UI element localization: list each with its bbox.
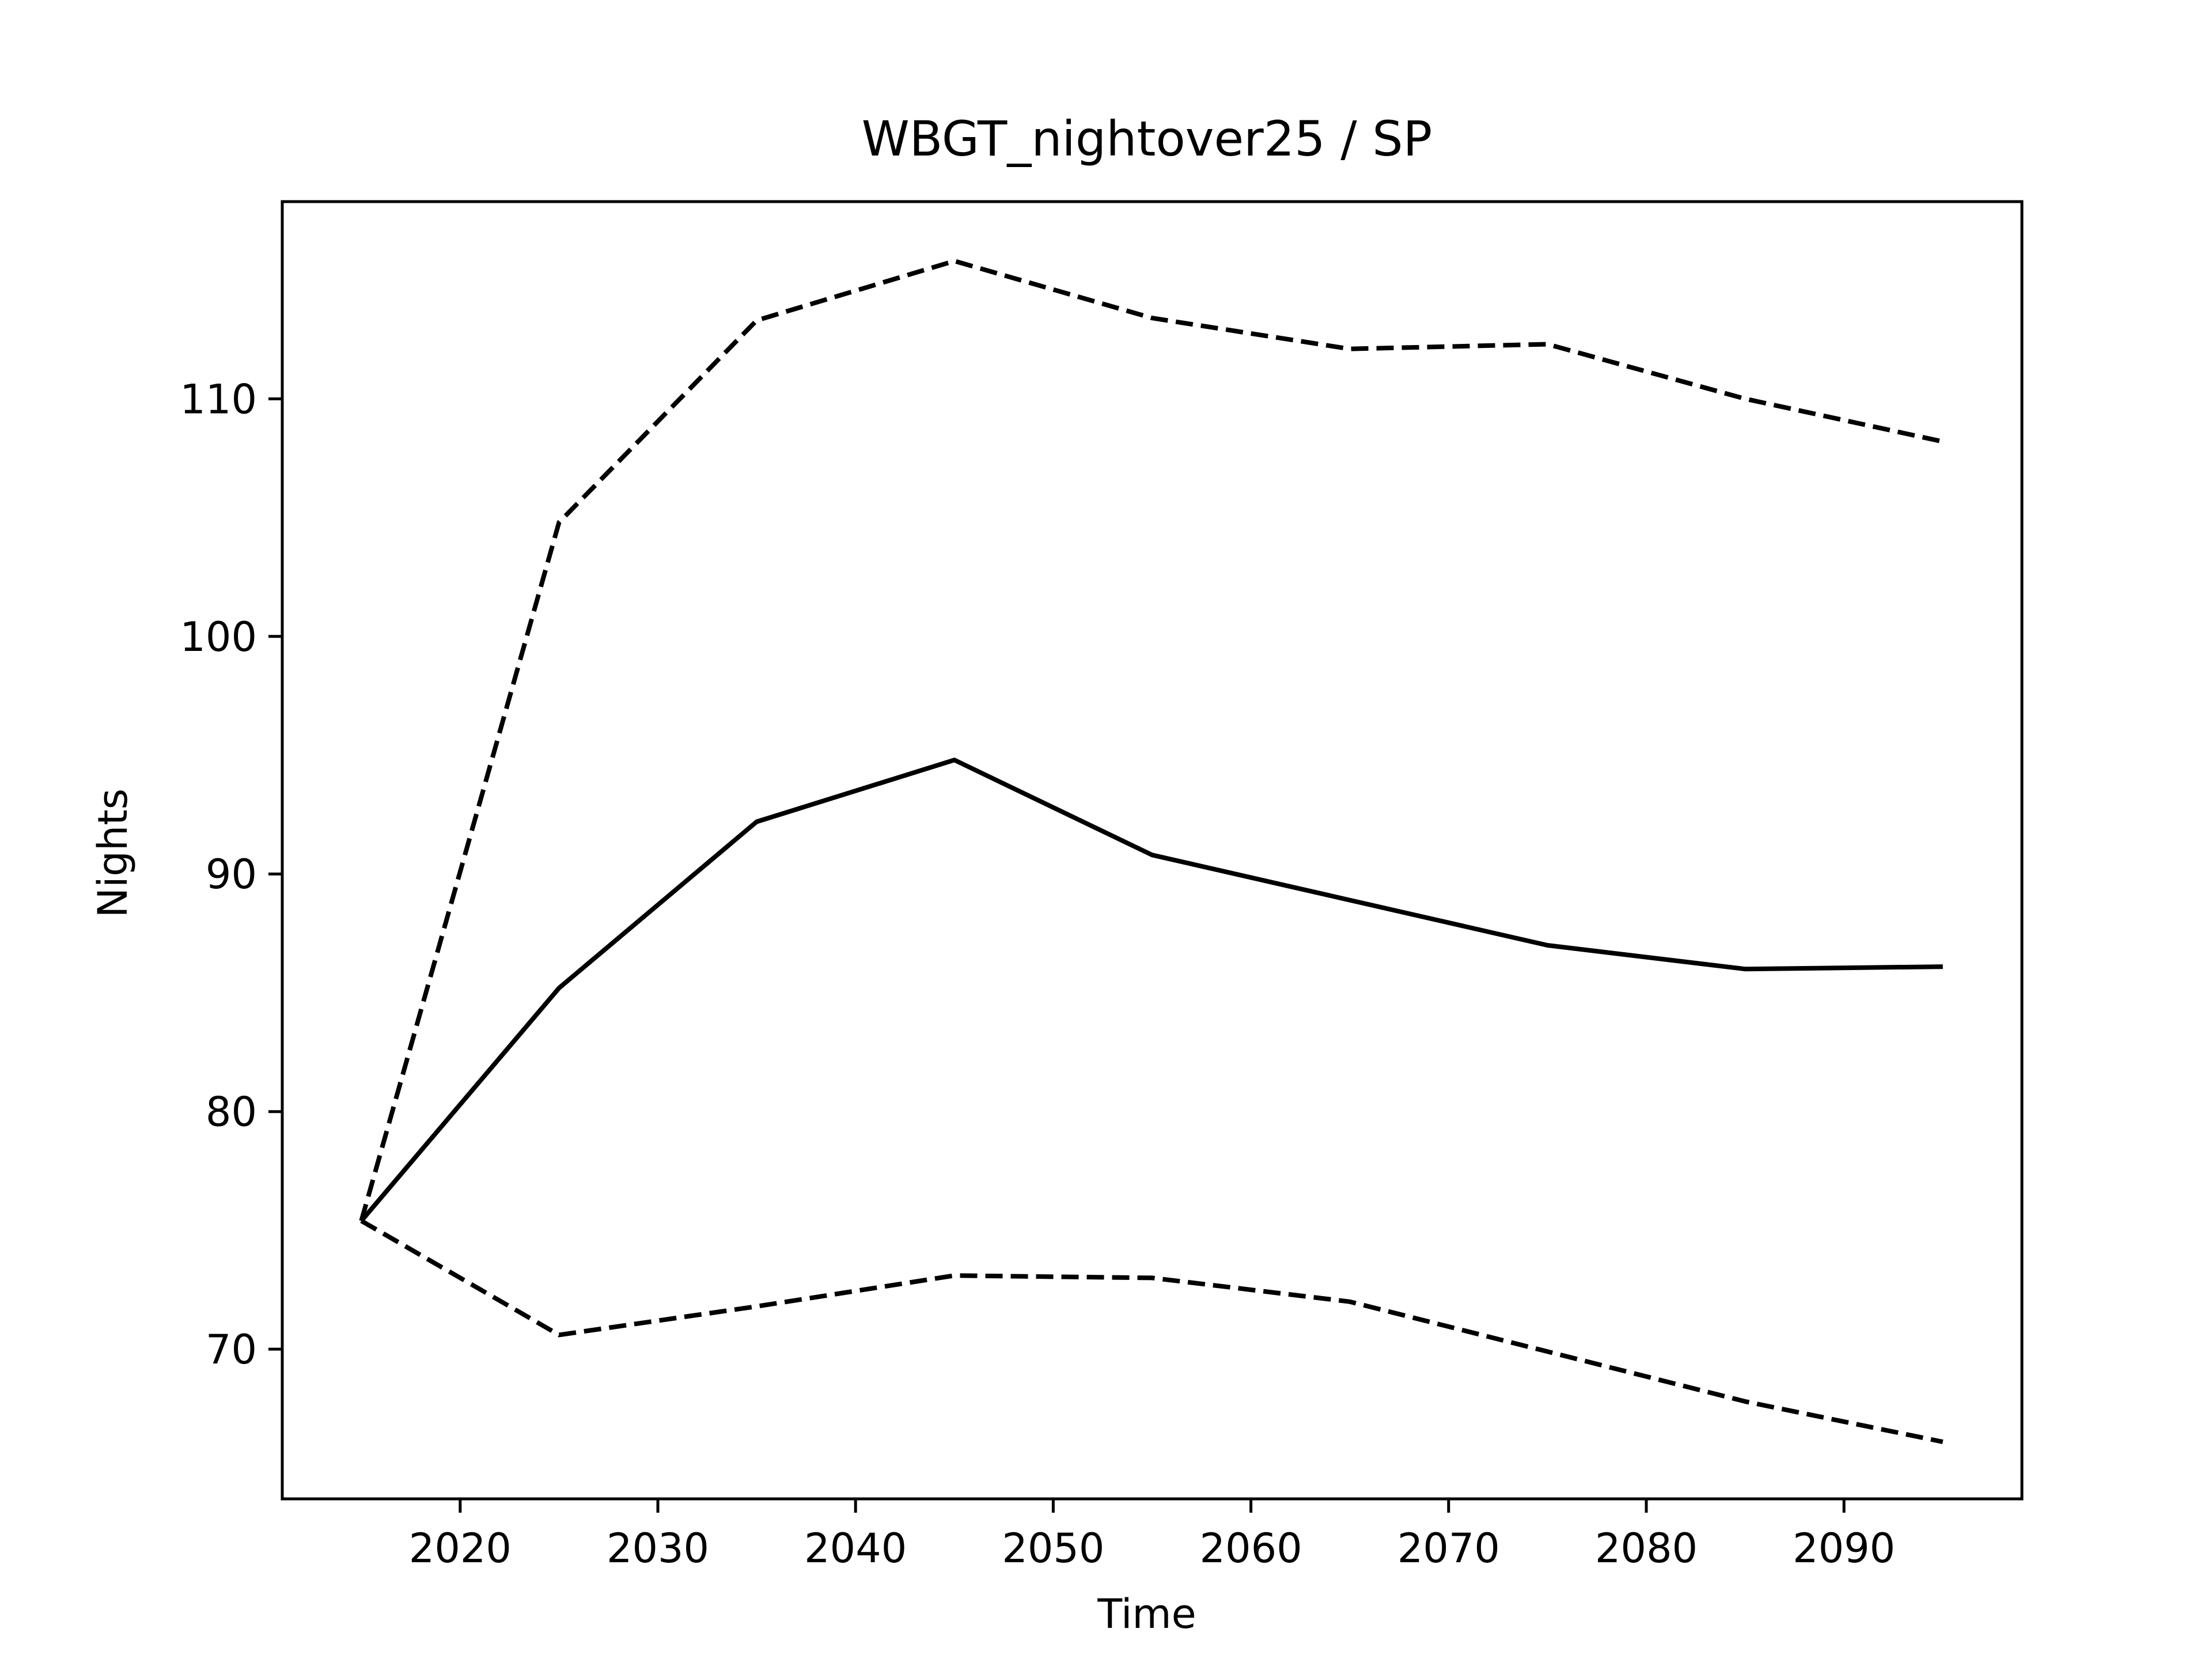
y-tick-label: 100 bbox=[180, 613, 257, 661]
series-line-0-solid bbox=[359, 757, 1943, 1222]
x-tick-label: 2070 bbox=[1397, 1525, 1500, 1572]
y-tick-label: 80 bbox=[206, 1089, 257, 1136]
chart-title: WBGT_nightover25 / SP bbox=[862, 111, 1433, 167]
x-tick-label: 2060 bbox=[1200, 1525, 1302, 1572]
y-tick-label: 90 bbox=[206, 851, 257, 898]
x-tick-label: 2020 bbox=[409, 1525, 512, 1572]
y-axis-label: Nights bbox=[89, 789, 137, 918]
series-line-2-dashed bbox=[360, 1218, 1944, 1444]
y-tick-label: 110 bbox=[180, 376, 257, 423]
axes-frame bbox=[281, 200, 2024, 1501]
x-tick-label: 2040 bbox=[804, 1525, 907, 1572]
plot-area: 2020 2030 2040 2050 2060 2070 2080 2090 70 80 90 10… bbox=[180, 200, 2024, 1572]
x-tick-label: 2090 bbox=[1793, 1525, 1895, 1572]
x-tick-label: 2050 bbox=[1002, 1525, 1104, 1572]
x-axis-label: Time bbox=[1097, 1590, 1196, 1638]
y-tick-label: 70 bbox=[206, 1326, 257, 1373]
x-tick-label: 2030 bbox=[607, 1525, 709, 1572]
series-line-1-dashed bbox=[359, 259, 1944, 1222]
x-tick-label: 2080 bbox=[1595, 1525, 1698, 1572]
